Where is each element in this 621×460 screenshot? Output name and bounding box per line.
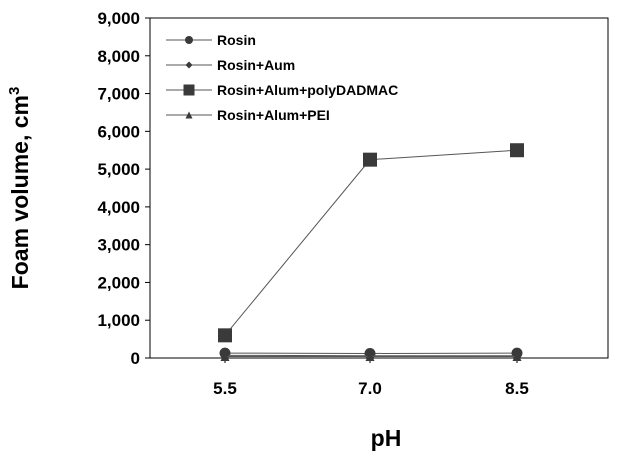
data-point: [510, 143, 524, 158]
legend-marker: [183, 84, 195, 96]
legend-label: Rosin: [217, 32, 256, 48]
data-point: [218, 328, 232, 343]
legend-label: Rosin+Aum: [217, 57, 295, 73]
series-triangle: [220, 351, 522, 361]
series-layer: [218, 143, 524, 361]
y-tick-label: 5,000: [97, 160, 140, 179]
plot-frame: [149, 17, 609, 359]
y-axis: 0 1,000 2,000 3,000 4,000 5,000 6,000 7,000 8,00…: [97, 9, 150, 368]
y-axis-title-text: Foam volume, cm: [7, 95, 33, 289]
data-point: [363, 152, 377, 167]
data-point: [512, 351, 522, 361]
legend: Rosin Rosin+Aum Rosin+Alum+polyDADMAC Rosin…: [166, 32, 398, 123]
legend-marker: [185, 61, 193, 69]
series-line: [224, 149, 518, 336]
y-tick-label: 3,000: [97, 236, 140, 255]
data-point: [220, 351, 230, 361]
y-axis-title: Foam volume, cm3: [6, 87, 33, 290]
x-axis: 5.5 7.0 8.5: [213, 358, 529, 398]
legend-label: Rosin+Alum+PEI: [217, 107, 330, 123]
y-tick-label: 1,000: [97, 311, 140, 330]
series-square: [218, 143, 524, 343]
y-tick-label: 4,000: [97, 198, 140, 217]
y-tick-label: 8,000: [97, 47, 140, 66]
data-point: [365, 351, 375, 361]
legend-item: Rosin+Alum+PEI: [166, 107, 330, 123]
legend-item: Rosin: [166, 32, 256, 48]
y-tick-label: 0: [131, 349, 140, 368]
legend-marker: [185, 36, 193, 44]
y-tick-label: 9,000: [97, 9, 140, 28]
legend-item: Rosin+Aum: [166, 57, 295, 73]
y-tick-label: 6,000: [97, 122, 140, 141]
y-tick-label: 2,000: [97, 273, 140, 292]
y-axis-title-superscript: 3: [6, 87, 23, 95]
x-tick-label: 8.5: [505, 379, 529, 398]
x-tick-label: 7.0: [358, 379, 382, 398]
x-axis-title: pH: [371, 425, 402, 451]
legend-marker: [185, 111, 193, 119]
legend-item: Rosin+Alum+polyDADMAC: [166, 82, 398, 98]
x-tick-label: 5.5: [213, 379, 237, 398]
y-tick-label: 7,000: [97, 85, 140, 104]
legend-label: Rosin+Alum+polyDADMAC: [217, 82, 398, 98]
